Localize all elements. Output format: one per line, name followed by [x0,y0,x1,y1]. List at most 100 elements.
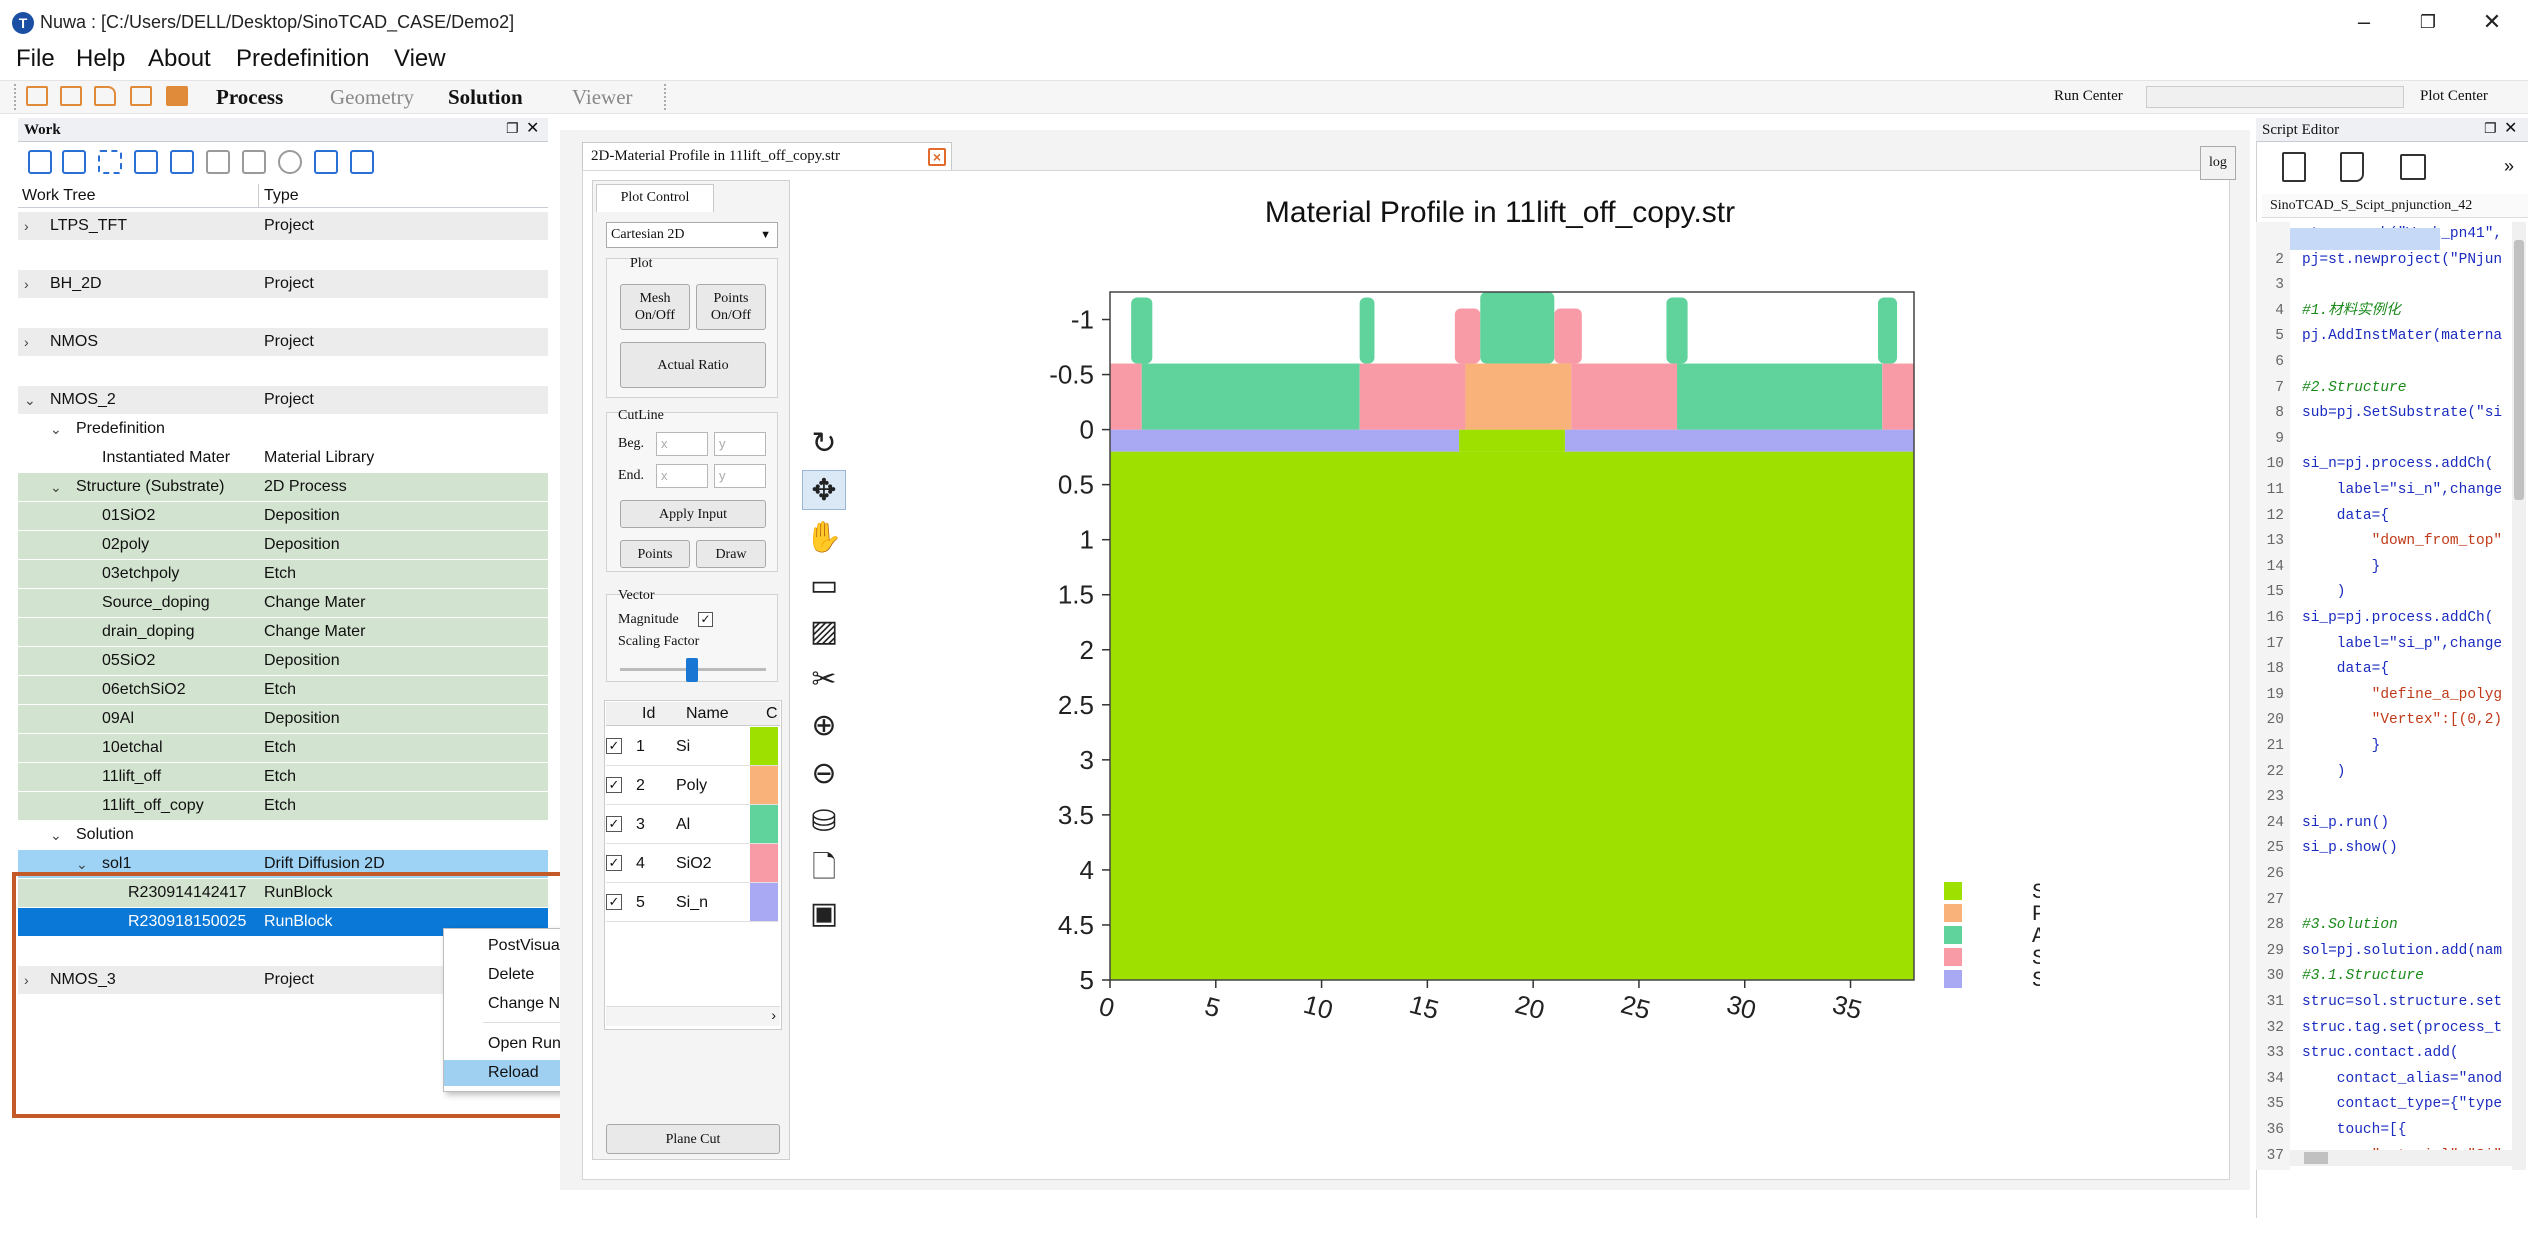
material-row-al[interactable]: ✓ 3 Al [606,805,778,844]
tree-item-01sio2[interactable]: 01SiO2 Deposition [18,502,548,530]
material-table-hscroll[interactable]: › [606,1006,780,1026]
end-y-input[interactable]: y [714,464,766,488]
code-line[interactable]: 19 "define_a_polyg [2256,682,2518,709]
tree-item-runblock-1[interactable]: R230914142417 RunBlock [18,879,548,907]
tree-item-11lift-off[interactable]: 11lift_off Etch [18,763,548,791]
more-tools-icon[interactable]: » [2504,156,2515,176]
code-line[interactable]: 33 struc.contact.add( [2256,1041,2518,1067]
material-profile-chart[interactable]: -1-0.500.511.522.533.544.550 5 10 15 20 25 30 3… [1040,290,2040,1050]
column-work-tree[interactable]: Work Tree [22,187,96,204]
code-line[interactable]: 6 [2256,350,2518,376]
save-script-icon[interactable] [2400,154,2426,180]
code-line[interactable]: 20 "Vertex":[(0,2) [2256,708,2518,734]
code-line[interactable]: 22 ) [2256,759,2518,786]
menu-about[interactable]: About [148,45,211,72]
script-file-tab[interactable]: SinoTCAD_S_Scipt_pnjunction_42 [2262,194,2528,218]
code-line[interactable]: 2 pj=st.newproject("PNjun [2256,247,2518,274]
material-row-si-n[interactable]: ✓ 5 Si_n [606,883,778,922]
folder-icon[interactable] [166,86,188,106]
panel-close-icon[interactable]: ✕ [526,120,540,137]
close-button[interactable]: ✕ [2482,9,2502,34]
paste-icon[interactable] [134,150,158,174]
tree-item-source-doping[interactable]: Source_doping Change Mater [18,589,548,617]
collapse-all-icon[interactable] [350,150,374,174]
plot-center-label[interactable]: Plot Center [2420,88,2488,104]
code-line[interactable]: 12 data={ [2256,503,2518,530]
code-line[interactable]: 5 pj.AddInstMater(materna [2256,324,2518,350]
minimize-button[interactable]: – [2357,9,2371,34]
expand-all-icon[interactable] [314,150,338,174]
code-line[interactable]: 11 label="si_n",change [2256,478,2518,504]
tree-item-bh-2d[interactable]: › BH_2D Project [18,270,548,298]
code-editor[interactable]: st.newwork("Work_pn41",2pj=st.newproject… [2256,222,2518,1170]
code-line[interactable]: 28 #3.Solution [2256,913,2518,939]
tree-item-09al[interactable]: 09Al Deposition [18,705,548,733]
tree-item-nmos[interactable]: › NMOS Project [18,328,548,356]
end-x-input[interactable]: x [656,464,708,488]
pan-arrows-icon[interactable]: ✥ [802,470,846,510]
save-icon[interactable] [130,86,152,106]
scissors-icon[interactable]: ✂ [811,663,837,696]
code-horizontal-scrollbar[interactable] [2290,1150,2512,1166]
code-line[interactable]: 35 contact_type={"type [2256,1092,2518,1118]
apply-input-button[interactable]: Apply Input [620,500,766,528]
code-line[interactable]: 8 sub=pj.SetSubstrate("si [2256,401,2518,427]
code-line[interactable]: 13 "down_from_top" [2256,529,2518,555]
mode-viewer-button[interactable]: Viewer [572,85,633,109]
code-line[interactable]: 9 [2256,426,2518,453]
code-line[interactable]: 29 sol=pj.solution.add(nam [2256,938,2518,965]
tab-close-icon[interactable]: × [928,148,946,166]
code-line[interactable]: 25 si_p.show() [2256,836,2518,862]
tree-item-nmos-2[interactable]: ⌄ NMOS_2 Project [18,386,548,414]
code-line[interactable]: 21 } [2256,734,2518,760]
menu-predefinition[interactable]: Predefinition [236,45,370,72]
coord-system-select[interactable]: Cartesian 2D ▼ [606,222,778,248]
document-tab[interactable]: 2D-Material Profile in 11lift_off_copy.s… [582,142,952,170]
rectangle-select-icon[interactable]: ▭ [809,569,839,602]
beg-x-input[interactable]: x [656,432,708,456]
panel-float-icon[interactable]: ❐ [506,120,519,136]
tree-item-solution[interactable]: ⌄ Solution [50,826,134,843]
code-line[interactable]: 7 #2.Structure [2256,375,2518,402]
code-line[interactable]: 31 struc=sol.structure.set [2256,990,2518,1016]
code-line[interactable]: 24 si_p.run() [2256,810,2518,837]
code-line[interactable]: 34 contact_alias="anod [2256,1066,2518,1093]
database-icon[interactable]: ⛁ [811,805,837,838]
new-project-icon[interactable] [26,86,48,106]
tree-item-predefinition[interactable]: ⌄ Predefinition [50,420,165,437]
restore-button[interactable]: ❐ [2419,12,2437,32]
points-toggle-button[interactable]: Points On/Off [696,284,766,330]
material-row-poly[interactable]: ✓ 2 Poly [606,766,778,805]
rotate-icon[interactable]: ↻ [811,427,837,460]
chart-image-icon[interactable]: ▣ [809,897,839,930]
cutline-draw-button[interactable]: Draw [696,540,766,568]
material-row-sio2[interactable]: ✓ 4 SiO2 [606,844,778,883]
copy-icon[interactable] [98,150,122,174]
cutline-points-button[interactable]: Points [620,540,690,568]
tree-item-11lift-off-copy[interactable]: 11lift_off_copy Etch [18,792,548,820]
open-folder-icon[interactable] [94,86,116,106]
code-line[interactable]: 15 ) [2256,580,2518,606]
hand-icon[interactable]: ✋ [805,521,843,554]
menu-file[interactable]: File [16,45,55,72]
code-line[interactable]: 17 label="si_p",change [2256,631,2518,658]
column-type[interactable]: Type [264,187,299,204]
log-button[interactable]: log [2200,146,2236,180]
code-vertical-scroll-thumb[interactable] [2514,240,2524,500]
tree-item-structure[interactable]: ⌄ Structure (Substrate) 2D Process [18,473,548,501]
plot-control-tab[interactable]: Plot Control [596,184,714,212]
move-up-icon[interactable] [28,150,52,174]
code-line[interactable]: 18 data={ [2256,657,2518,683]
code-line[interactable]: 36 touch=[{ [2256,1118,2518,1144]
ctx-delete[interactable]: Delete [488,966,535,983]
document-icon[interactable]: 🗋 [811,851,837,884]
code-horizontal-scroll-thumb[interactable] [2304,1152,2328,1164]
menu-help[interactable]: Help [76,45,126,72]
magnitude-checkbox[interactable]: ✓ [698,612,713,627]
scaling-slider-handle[interactable] [686,658,698,682]
code-line[interactable]: 14 } [2256,554,2518,581]
code-line[interactable]: 30 #3.1.Structure [2256,964,2518,990]
move-down-icon[interactable] [62,150,86,174]
code-line[interactable]: 16 si_p=pj.process.addCh( [2256,606,2518,632]
script-close-icon[interactable]: ✕ [2504,120,2518,137]
